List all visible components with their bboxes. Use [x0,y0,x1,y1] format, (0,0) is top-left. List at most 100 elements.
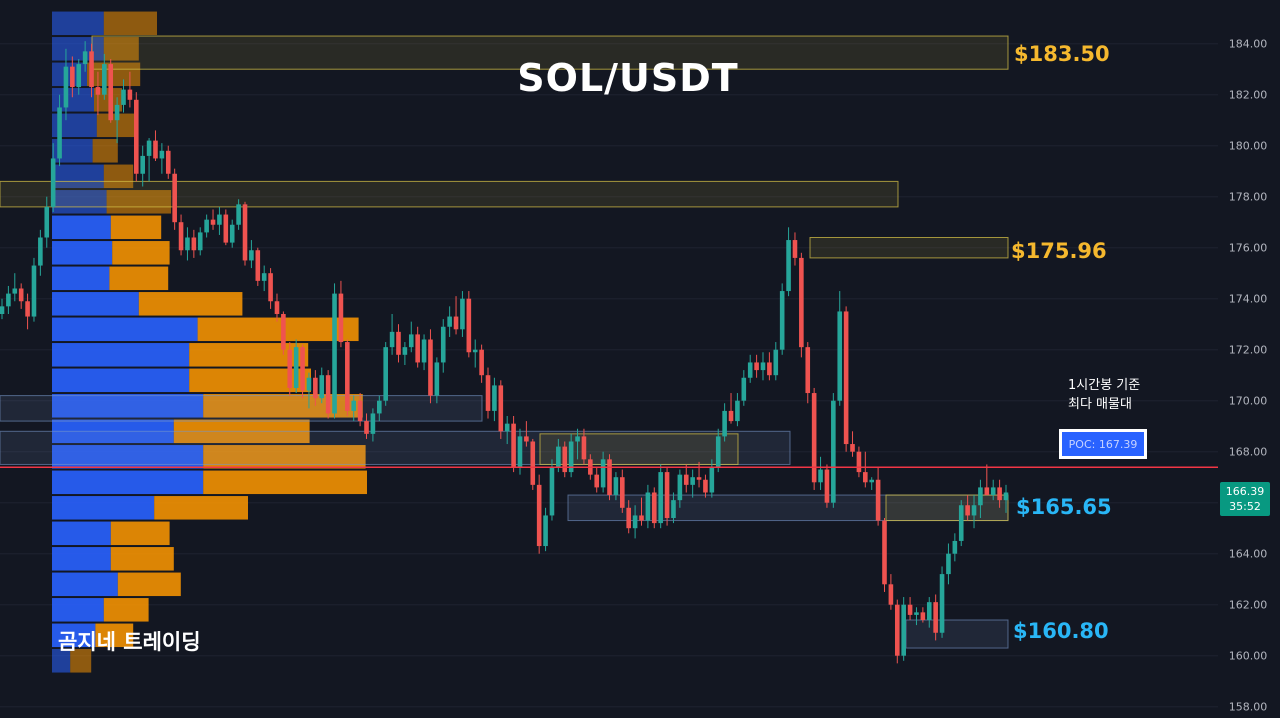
candle-body [18,288,24,302]
candle-body [888,584,894,605]
volume-profile-sell-bar [203,470,367,495]
candle-body [223,214,229,243]
candle-body [191,237,197,251]
candle-body [607,459,612,496]
candle-body [440,326,446,363]
candle-body [824,469,830,503]
candle-body [875,479,881,521]
candle-body [837,311,843,401]
volume-profile-sell-bar [95,623,134,648]
volume-profile-buy-bar [52,317,198,342]
candle-body [185,237,190,251]
candle-body [57,107,62,159]
zone-box [91,35,1009,70]
candle-body [907,604,913,615]
candle-body [357,400,363,422]
candle-body [345,342,350,411]
candle-body [850,444,855,452]
candle-body [421,339,427,363]
candle-body [939,574,945,633]
candle-body [242,204,248,261]
candles [0,41,1009,664]
zone-box [0,395,483,422]
candle-body [127,89,133,100]
volume-profile-buy-bar [52,113,97,138]
candle-body [779,291,785,350]
candle-body [965,505,970,516]
candle-body [863,472,868,483]
volume-profile-sell-bar [203,394,363,418]
candle-body [722,410,727,437]
candle-body [261,273,267,281]
candle-body [760,362,766,371]
volume-profile-buy-bar [52,496,155,520]
candle-body [460,298,465,330]
price-axis: 158.00160.00162.00164.00166.00168.00170.… [1229,38,1268,714]
y-tick-label: 158.00 [1229,701,1268,714]
candle-body [524,436,529,442]
candle-body [159,150,165,159]
candle-body [197,232,203,251]
volume-profile-sell-bar [106,190,171,214]
candle-body [511,423,516,467]
candle-body [536,484,542,547]
candle-body [210,219,216,225]
candle-body [255,250,261,281]
candle-body [498,385,504,432]
y-tick-label: 180.00 [1229,140,1268,153]
candle-body [671,500,676,518]
level-label-175-96: $175.96 [1011,239,1107,263]
level-label-160-80: $160.80 [1013,619,1109,643]
candle-body [914,612,919,615]
candle-body [664,472,670,518]
candle-body [217,214,222,225]
volume-profile-sell-bar [112,241,170,265]
candle-body [383,347,388,401]
candle-body [504,423,510,432]
candle-body [882,520,887,585]
candle-body [658,472,663,524]
candle-body [856,451,862,473]
candle-body [370,413,376,434]
candle-body [926,602,932,620]
annotation-note: 1시간봉 기준 최다 매물대 [1068,376,1140,414]
candle-body [639,515,644,521]
y-tick-label: 174.00 [1229,293,1268,306]
countdown: 35:52 [1229,500,1261,513]
candle-body [408,334,414,348]
volume-profile-sell-bar [203,445,366,469]
candle-body [153,140,158,159]
support-resistance-zones [0,35,1009,649]
volume-profile-sell-bar [189,343,309,367]
candle-body [600,459,606,488]
candle-body [562,446,568,473]
volume-profile-sell-bar [96,113,136,138]
volume-profile-sell-bar [103,598,149,622]
candle-body [396,331,401,355]
volume-profile-buy-bar [52,368,190,393]
volume-profile-sell-bar [70,649,92,673]
volume-profile-buy-bar [52,190,107,214]
candle-body [95,87,101,95]
candle-body [549,467,555,516]
candle-body [389,331,395,348]
candle-body [683,474,689,485]
watermark: 곰지네 트레이딩 [58,630,201,654]
candle-body [831,400,836,503]
candle-body [268,273,273,302]
candle-body [715,436,721,467]
candle-body [690,477,695,485]
y-tick-label: 160.00 [1229,650,1268,663]
note-line-2: 최다 매물대 [1068,397,1132,412]
candle-body [492,385,497,411]
candle-body [12,288,18,294]
zone-box [0,180,899,208]
candle-body [133,99,139,174]
candle-body [415,334,420,363]
candle-body [978,487,983,506]
volume-profile-sell-bar [117,572,181,597]
volume-profile-sell-bar [110,521,170,546]
volume-profile-sell-bar [103,37,139,61]
candle-body [146,140,152,156]
